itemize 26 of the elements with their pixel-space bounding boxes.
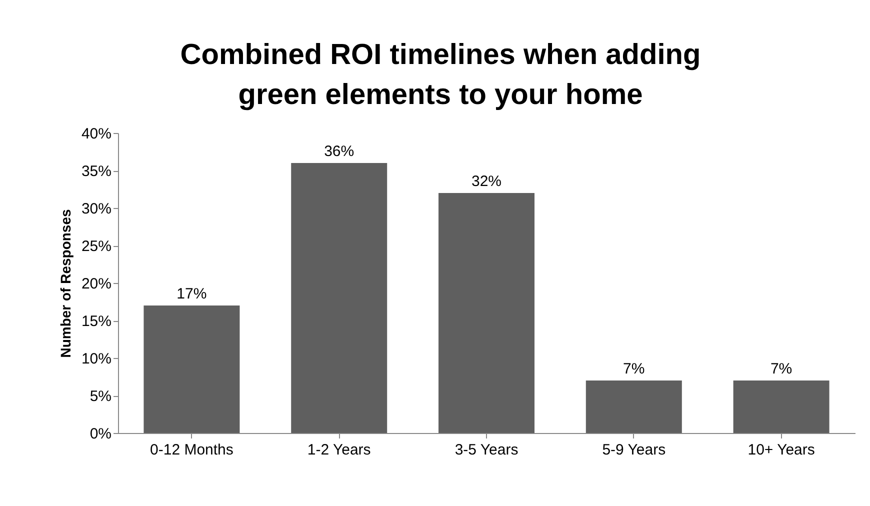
data-label: 7% [623, 360, 645, 378]
y-tick-label: 35% [81, 163, 112, 180]
chart-title: Combined ROI timelines when adding green elements to your home [180, 39, 701, 111]
bar [144, 306, 240, 433]
data-label: 17% [176, 286, 207, 302]
y-axis-title: Number of Responses [57, 208, 74, 358]
bar [438, 193, 534, 433]
y-tick-label: 0% [90, 426, 112, 442]
bar [291, 163, 388, 433]
bar [586, 380, 682, 433]
x-tick-label: 3-5 Years [454, 442, 518, 458]
y-tick-label: 30% [81, 200, 112, 218]
data-label: 7% [770, 360, 792, 378]
x-tick-label: 5-9 Years [602, 442, 666, 458]
y-tick-label: 40% [81, 126, 112, 142]
y-tick-label: 15% [81, 313, 112, 330]
x-tick-label: 1-2 Years [307, 442, 371, 458]
y-tick-label: 5% [90, 388, 112, 405]
x-tick-label: 0-12 Months [150, 442, 234, 458]
data-label: 32% [471, 173, 502, 190]
y-tick-label: 10% [81, 350, 112, 368]
x-tick-label: 10+ Years [748, 442, 815, 458]
bar [733, 380, 830, 433]
y-tick-label: 20% [81, 276, 112, 292]
y-tick-label: 25% [81, 238, 112, 255]
data-label: 36% [324, 143, 354, 160]
